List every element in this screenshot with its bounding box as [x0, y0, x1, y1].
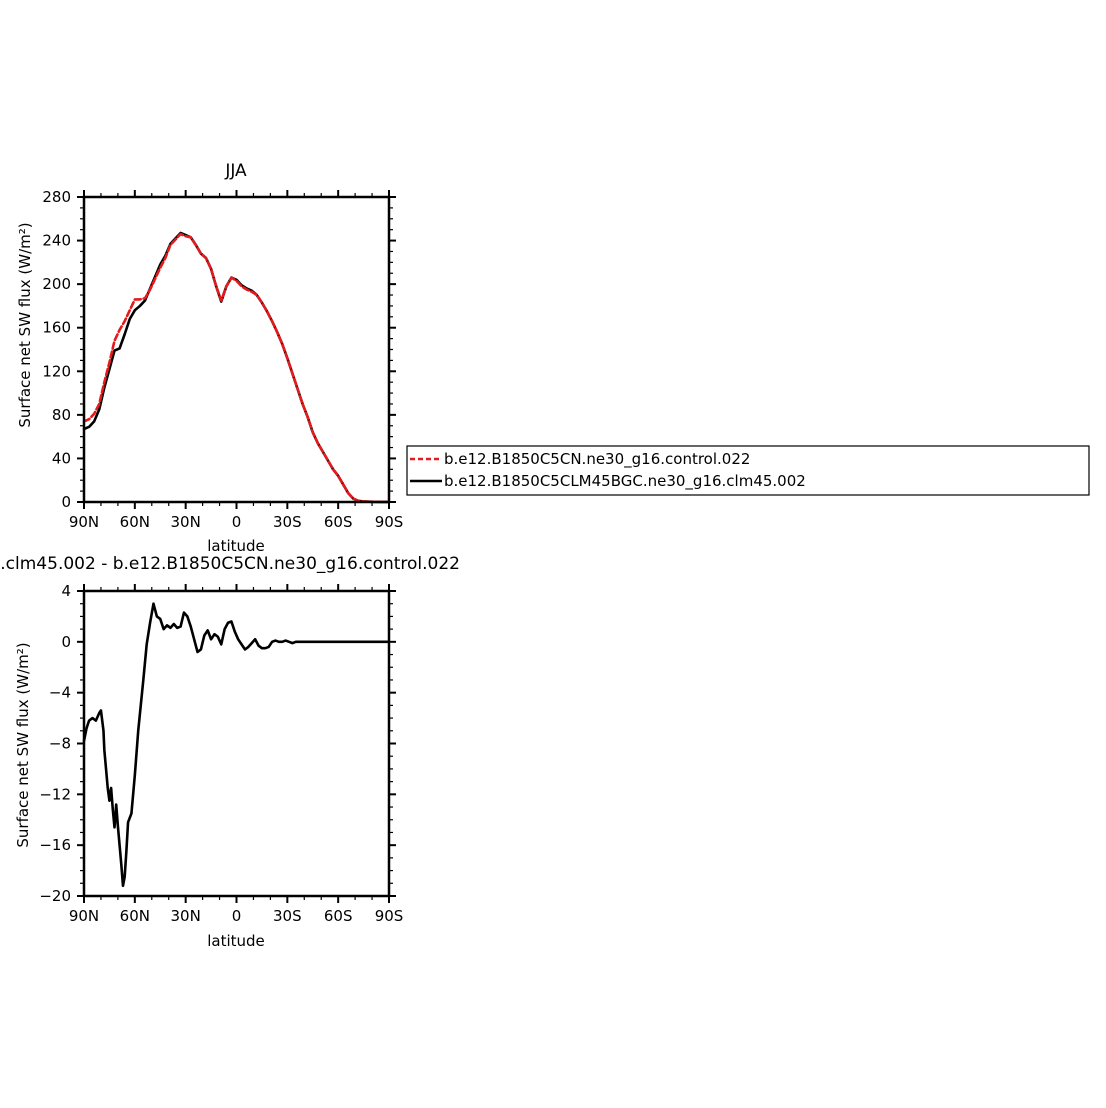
x-tick-label: 90S [375, 513, 404, 531]
y-tick-label: 120 [42, 362, 71, 380]
top-y-axis-label: Surface net SW flux (W/m²) [16, 222, 34, 427]
bottom-x-axis-label: latitude [207, 932, 265, 950]
series-line-b.e12.B1850C5CLM45BGC.ne30_g16.clm45.002 [82, 231, 391, 504]
top-x-axis-label: latitude [207, 537, 265, 555]
x-tick-label: 0 [232, 907, 242, 925]
x-tick-label: 90N [69, 513, 99, 531]
legend-entry-control: b.e12.B1850C5CN.ne30_g16.control.022 [444, 450, 750, 469]
y-tick-label: 0 [61, 493, 71, 511]
top-panel: JJA 90N 60N 30N 0 30S 60S 90S 0 40 80 120 160 200 240… [16, 161, 403, 555]
x-tick-label: 60N [120, 907, 150, 925]
bottom-plot-frame [82, 589, 391, 898]
legend: b.e12.B1850C5CN.ne30_g16.control.022 b.e… [406, 445, 1090, 496]
x-tick-label: 90N [69, 907, 99, 925]
x-tick-label: 30N [171, 513, 201, 531]
x-tick-label: 60N [120, 513, 150, 531]
y-tick-label: −8 [49, 735, 71, 753]
y-tick-label: −16 [39, 836, 71, 854]
x-tick-label: 90S [375, 907, 404, 925]
y-tick-label: 4 [61, 582, 71, 600]
y-tick-label: 80 [52, 406, 71, 424]
y-tick-label: 200 [42, 275, 71, 293]
x-tick-label: 30N [171, 907, 201, 925]
top-chart-title: JJA [224, 161, 247, 181]
top-tick-labels: 90N 60N 30N 0 30S 60S 90S 0 40 80 120 160 200 240 280 [42, 188, 403, 531]
bottom-tick-labels: 90N 60N 30N 0 30S 60S 90S −20 −16 −12 −8 −4 0 4 [39, 582, 403, 925]
y-tick-label: 240 [42, 232, 71, 250]
x-tick-label: 30S [273, 907, 302, 925]
x-tick-label: 60S [324, 513, 353, 531]
y-tick-label: 160 [42, 319, 71, 337]
series-line-difference [82, 602, 391, 888]
top-plot-frame [82, 195, 391, 504]
x-tick-label: 30S [273, 513, 302, 531]
legend-box [406, 445, 1090, 496]
x-tick-label: 0 [232, 513, 242, 531]
y-tick-label: −12 [39, 785, 71, 803]
bottom-y-axis-label: Surface net SW flux (W/m²) [14, 642, 32, 847]
top-axis-ticks [77, 190, 396, 509]
legend-entry-clm45: b.e12.B1850C5CLM45BGC.ne30_g16.clm45.002 [444, 472, 806, 491]
series-line-b.e12.B1850C5CN.ne30_g16.control.022 [82, 232, 391, 504]
y-tick-label: 40 [52, 449, 71, 467]
bottom-panel: b.e12.B1850C5CLM45BGC.ne30_g16.clm45.002… [0, 554, 460, 950]
y-tick-label: 280 [42, 188, 71, 206]
bottom-series-lines [82, 602, 391, 888]
bottom-chart-title: b.e12.B1850C5CLM45BGC.ne30_g16.clm45.002… [0, 554, 460, 574]
y-tick-label: −4 [49, 684, 71, 702]
y-tick-label: −20 [39, 887, 71, 905]
y-tick-label: 0 [61, 633, 71, 651]
x-tick-label: 60S [324, 907, 353, 925]
top-series-lines [82, 231, 391, 504]
